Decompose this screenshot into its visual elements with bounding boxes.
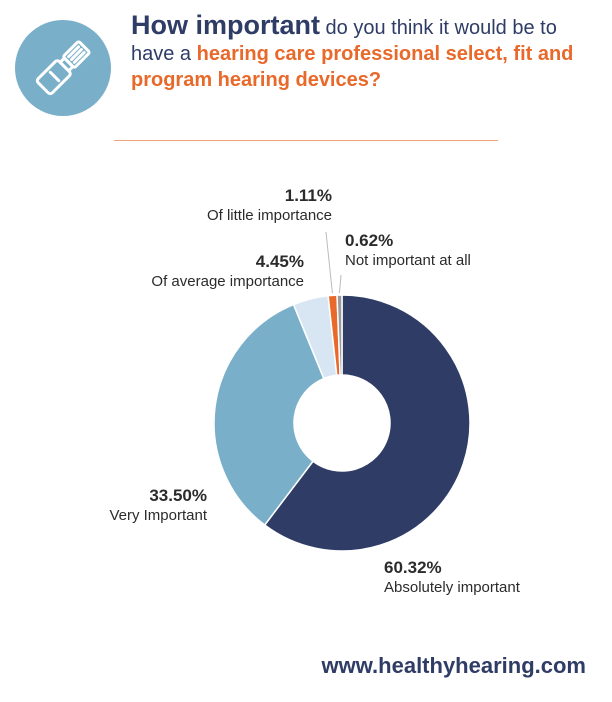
chart-title: How important do you think it would be t… <box>131 12 601 93</box>
slice-very-important <box>213 303 325 527</box>
slice-percent: 60.32% <box>384 558 442 577</box>
title-highlight: hearing care professional select, fit an… <box>131 43 574 91</box>
slice-category: Very Important <box>109 507 207 524</box>
slice-percent: 4.45% <box>255 252 304 271</box>
hearing-device-icon <box>15 20 111 116</box>
leader-lines <box>325 231 342 294</box>
label-absolutely-important: 60.32% Absolutely important <box>384 558 520 598</box>
slice-category: Not important at all <box>345 252 471 269</box>
slice-percent: 33.50% <box>149 486 207 505</box>
label-not-important: 0.62% Not important at all <box>345 231 471 271</box>
title-text: do you think it would be to have a <box>131 17 557 65</box>
donut-slices <box>213 294 471 552</box>
title-bold: How important <box>131 10 320 40</box>
slice-percent: 1.11% <box>284 186 332 205</box>
leader-not-important <box>338 274 342 294</box>
slice-category: Of little importance <box>206 207 332 224</box>
website-url: www.healthyhearing.com <box>321 653 586 678</box>
slice-not-important <box>336 294 343 376</box>
slice-category: Of average importance <box>151 273 304 290</box>
label-very-important: 33.50% Very Important <box>95 486 207 526</box>
divider <box>114 140 498 141</box>
label-average-importance: 4.45% Of average importance <box>100 252 304 292</box>
slice-category: Absolutely important <box>384 579 520 596</box>
leader-little-importance <box>325 231 333 294</box>
slice-percent: 0.62% <box>345 231 394 250</box>
slice-absolutely-important <box>263 294 471 552</box>
label-little-importance: 1.11% Of little importance <box>160 186 332 226</box>
